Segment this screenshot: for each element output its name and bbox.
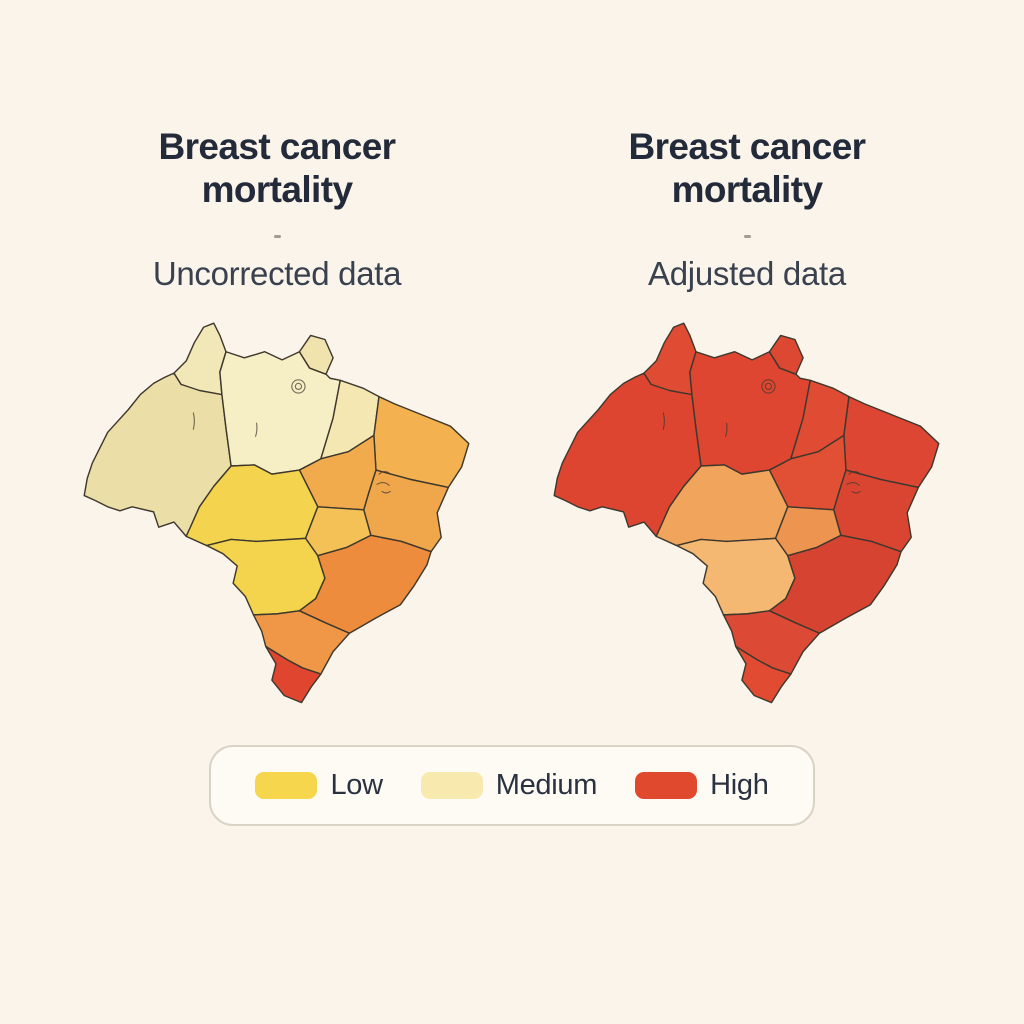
brazil-choropleth-map [83,322,470,704]
region-riograndedosul [735,645,792,704]
legend-item-medium: Medium [420,768,598,802]
panel-subtitle: Adjusted data [648,254,846,292]
legend-item-high: High [635,768,769,802]
map-artifacts [192,379,391,494]
legend-swatch-high [635,771,698,799]
brazil-map-adjusted [543,321,951,715]
legend: Low Medium High [209,744,815,826]
region-riograndedosul [265,645,322,704]
decorative-dash [273,234,281,238]
legend-label-medium: Medium [495,768,598,801]
panel-subtitle: Uncorrected data [152,254,402,292]
legend-label-high: High [710,768,769,801]
map-panels-row: Breast cancer mortality Uncorrected data [55,126,969,715]
legend-swatch-medium [420,771,483,799]
region-roraima [173,322,227,396]
brazil-map-uncorrected [73,321,481,715]
legend-item-low: Low [255,768,383,802]
region-matogrossosul [675,537,796,616]
brazil-choropleth-map [553,322,940,704]
region-roraima [643,322,697,396]
legend-label-low: Low [330,768,383,801]
region-amapa [298,334,334,375]
map-artifacts [662,379,861,494]
panel-adjusted: Breast cancer mortality Adjusted data [525,126,969,715]
panel-title: Breast cancer mortality [158,126,397,210]
panel-title: Breast cancer mortality [628,126,867,210]
legend-swatch-low [255,771,318,799]
region-amapa [768,334,804,375]
decorative-dash [743,234,751,238]
region-matogrossosul [205,537,326,616]
panel-uncorrected: Breast cancer mortality Uncorrected data [55,126,499,715]
